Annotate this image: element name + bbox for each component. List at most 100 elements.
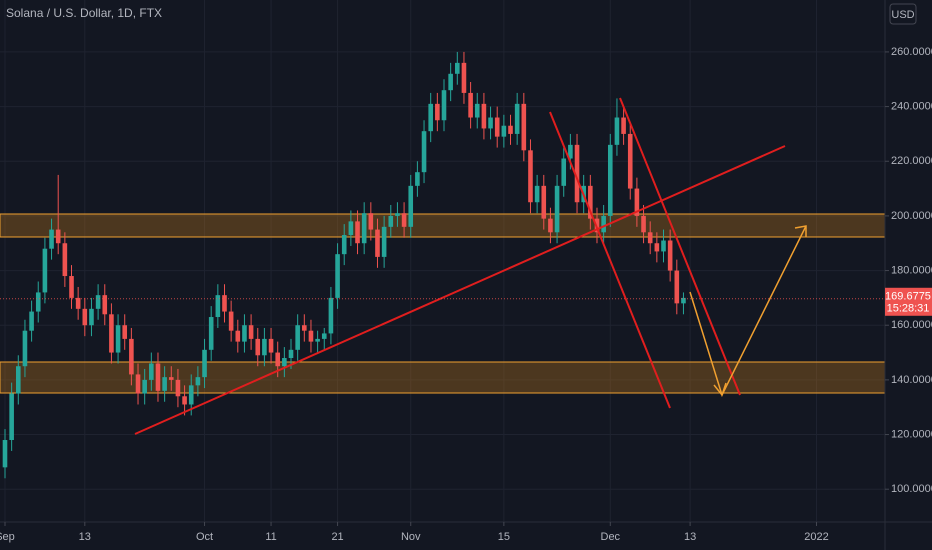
arrow-head (713, 382, 727, 397)
candle-body (188, 385, 194, 405)
candle-body (328, 297, 334, 334)
candle-body (155, 363, 161, 391)
candle-body (375, 229, 380, 257)
candle-body (288, 349, 294, 359)
candle-body (341, 235, 347, 255)
candle-body (641, 215, 646, 233)
x-tick-label: 21 (331, 531, 343, 543)
candle-body (415, 172, 420, 186)
x-tick-label: Nov (401, 531, 421, 543)
x-tick-label: 13 (684, 531, 696, 543)
candle-body (248, 325, 254, 339)
candle-body (541, 185, 547, 219)
candle-body (295, 325, 300, 350)
candle-body (647, 232, 653, 244)
candle-body (368, 213, 374, 230)
candle-body (381, 226, 387, 257)
candle-body (75, 297, 81, 309)
candle-body (494, 117, 500, 137)
candle-body (242, 325, 247, 342)
candle-body (168, 377, 174, 380)
x-tick-label: 11 (265, 531, 276, 543)
candle-body (534, 185, 540, 203)
candle-body (468, 92, 473, 118)
y-tick-label: 100.0000 (891, 483, 932, 495)
x-tick-label: Sep (0, 531, 15, 543)
candle-body (634, 188, 640, 216)
candle-body (588, 185, 593, 219)
candle-body (208, 317, 214, 350)
candle-body (654, 243, 660, 252)
candle-body (15, 366, 21, 394)
candle-body (428, 103, 433, 132)
candle-body (674, 270, 680, 304)
candle-body (255, 338, 261, 356)
candle-body (461, 62, 467, 93)
candle-body (614, 117, 620, 145)
candle-body (69, 276, 74, 298)
candle-body (235, 330, 241, 342)
candle-body (661, 240, 666, 252)
candle-body (115, 325, 121, 353)
candle-body (228, 311, 234, 331)
candle-body (222, 295, 227, 312)
candle-body (335, 254, 340, 298)
candle-body (474, 103, 480, 118)
candle-body (135, 374, 141, 394)
channel-line (549, 111, 671, 409)
candle-body (162, 377, 167, 391)
candle-body (435, 103, 440, 121)
axes: 100.0000 120.0000 140.0000 160.0000 180.0000… (0, 46, 932, 543)
candle-body (2, 440, 8, 468)
candle-body (521, 103, 527, 151)
x-tick-label: Oct (196, 531, 213, 543)
trend-line (134, 145, 786, 435)
candle-body (514, 103, 520, 134)
y-tick-label: 120.0000 (891, 428, 932, 440)
candle-body (441, 90, 447, 121)
candle-body (601, 215, 606, 233)
candle-body (554, 185, 560, 233)
candle-body (175, 379, 181, 397)
candle-body (55, 229, 61, 244)
candle-body (182, 396, 187, 405)
candle-body (129, 338, 134, 375)
candle-body (82, 308, 88, 326)
y-tick-label: 240.0000 (891, 100, 932, 112)
candle-body (35, 292, 41, 312)
candle-body (308, 330, 314, 342)
candle-body (215, 295, 221, 318)
y-tick-label: 180.0000 (891, 264, 932, 276)
candle-body (488, 117, 493, 129)
candle-body (122, 325, 128, 339)
x-tick-label: 15 (498, 531, 510, 543)
candle-body (348, 221, 354, 236)
candle-body (42, 248, 48, 293)
x-tick-label: 2022 (804, 531, 828, 543)
candle-body (302, 325, 307, 331)
x-tick-label: Dec (601, 531, 621, 543)
candle-body (89, 308, 94, 326)
currency[interactable]: USD (891, 9, 914, 21)
candle-body (627, 133, 633, 189)
y-tick-label: 200.0000 (891, 210, 932, 222)
candle-body (548, 218, 553, 233)
y-tick-label: 160.0000 (891, 319, 932, 331)
currency-box[interactable] (889, 3, 917, 25)
candle-body (149, 363, 154, 380)
y-tick-label: 260.0000 (891, 46, 932, 58)
candle-body (621, 117, 626, 134)
candle-body (9, 393, 14, 441)
candle-body (62, 243, 68, 277)
y-tick-label: 140.0000 (891, 374, 932, 386)
candle-body (102, 295, 108, 315)
candle-body (22, 330, 28, 367)
candle-body (448, 73, 453, 91)
y-tick-label: 220.0000 (891, 155, 932, 167)
candle-body (568, 144, 573, 159)
candle-body (408, 185, 414, 227)
candle-body (421, 131, 427, 173)
candle-body (561, 158, 567, 186)
resistance-zone (0, 213, 886, 238)
